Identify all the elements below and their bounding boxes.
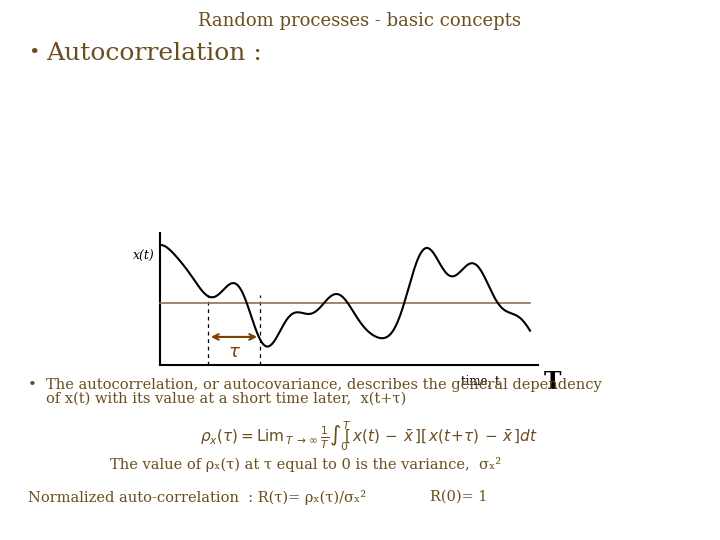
Text: time, t: time, t [461,375,499,388]
Text: Random processes - basic concepts: Random processes - basic concepts [199,12,521,30]
Text: $\tau$: $\tau$ [228,343,240,361]
Text: Autocorrelation :: Autocorrelation : [46,42,262,65]
Text: The autocorrelation, or autocovariance, describes the general dependency: The autocorrelation, or autocovariance, … [46,378,602,392]
Text: T: T [544,370,561,394]
Text: The value of ρₓ(τ) at τ equal to 0 is the variance,  σₓ²: The value of ρₓ(τ) at τ equal to 0 is th… [110,457,501,472]
Text: $\rho_x(\tau) = \mathrm{Lim}_{\,T\,\to\,\infty}\,\frac{1}{T}\int_0^T \!\!\left[\: $\rho_x(\tau) = \mathrm{Lim}_{\,T\,\to\,… [200,420,538,454]
Text: x(t): x(t) [133,250,155,263]
Text: R(0)= 1: R(0)= 1 [430,490,487,504]
Text: •: • [28,378,37,392]
Text: Normalized auto-correlation  : R(τ)= ρₓ(τ)/σₓ²: Normalized auto-correlation : R(τ)= ρₓ(τ… [28,490,366,505]
Text: of x(t) with its value at a short time later,  x(t+τ): of x(t) with its value at a short time l… [46,392,406,406]
Text: •: • [28,44,40,62]
